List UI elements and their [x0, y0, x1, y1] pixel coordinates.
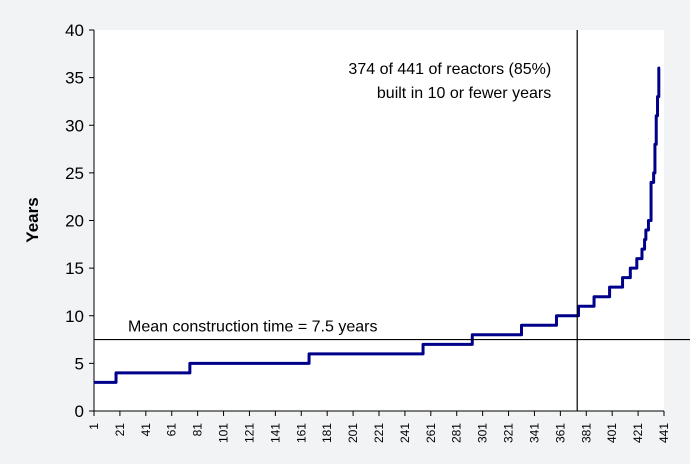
- x-tick-label: 221: [372, 423, 386, 443]
- x-tick-label: 141: [268, 423, 282, 443]
- x-tick-label: 281: [450, 423, 464, 443]
- y-tick-label: 0: [75, 402, 84, 421]
- x-axis: 1 21 41 61 81 101 121 141 161 181 201 221 241 261 281 3…: [87, 410, 671, 443]
- x-tick-label: 341: [527, 423, 541, 443]
- y-tick-label: 30: [65, 116, 84, 135]
- x-tick-label: 441: [657, 423, 671, 443]
- x-tick-label: 161: [294, 423, 308, 443]
- cutoff-annotation-line: built in 10 or fewer years: [377, 85, 551, 102]
- x-tick-label: 41: [139, 423, 153, 437]
- x-tick-label: 21: [113, 423, 127, 437]
- x-tick-label: 381: [579, 423, 593, 443]
- series-line: [94, 66, 661, 384]
- x-tick-label: 421: [631, 423, 645, 443]
- x-tick-label: 121: [242, 423, 256, 443]
- x-tick-label: 61: [165, 423, 179, 437]
- x-tick-label: 361: [553, 423, 567, 443]
- y-tick-label: 35: [65, 69, 84, 88]
- y-axis-label: Years: [23, 197, 42, 242]
- reference-lines: Mean construction time = 7.5 years 374 of…: [94, 30, 690, 411]
- plot-area: [94, 30, 664, 411]
- mean-annotation: Mean construction time = 7.5 years: [128, 319, 377, 336]
- y-tick-label: 10: [65, 307, 84, 326]
- x-tick-label: 241: [398, 423, 412, 443]
- x-tick-label: 1: [87, 423, 101, 430]
- y-tick-label: 15: [65, 259, 84, 278]
- y-tick-label: 5: [75, 354, 84, 373]
- cutoff-annotation-line: 374 of 441 of reactors (85%): [348, 61, 551, 78]
- y-tick-label: 25: [65, 164, 84, 183]
- x-tick-label: 101: [217, 423, 231, 443]
- x-tick-label: 401: [605, 423, 619, 443]
- series: [94, 66, 661, 384]
- x-tick-label: 181: [320, 423, 334, 443]
- y-tick-label: 40: [65, 21, 84, 40]
- y-tick-label: 20: [65, 212, 84, 231]
- x-tick-label: 261: [424, 423, 438, 443]
- x-tick-label: 301: [476, 423, 490, 443]
- x-tick-label: 201: [346, 423, 360, 443]
- x-tick-label: 321: [502, 423, 516, 443]
- y-axis: 0 5 10 15 20 25 30 35 40: [65, 21, 95, 421]
- x-tick-label: 81: [191, 423, 205, 437]
